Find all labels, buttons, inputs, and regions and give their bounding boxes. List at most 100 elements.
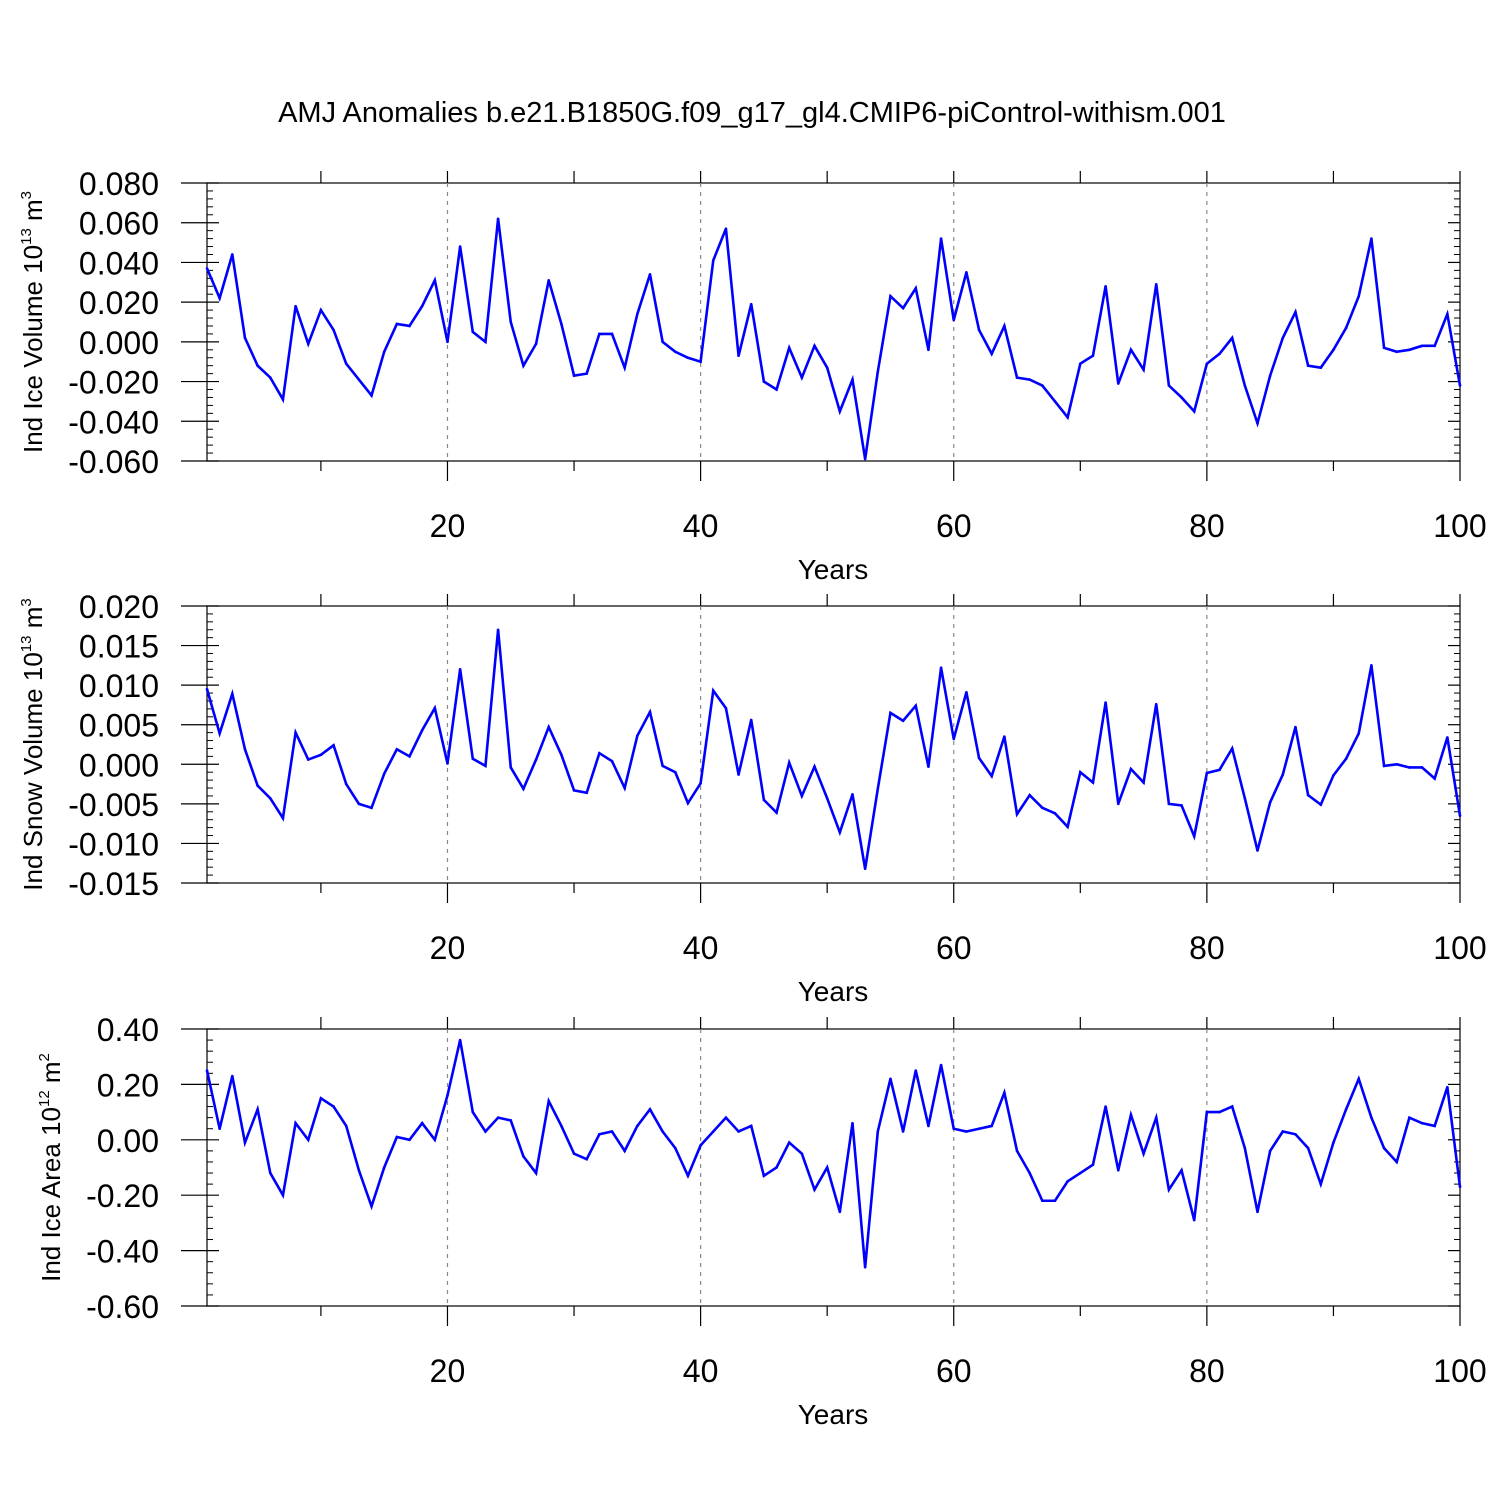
data-point-year-89	[1319, 1182, 1323, 1186]
data-point-year-21	[458, 1038, 462, 1042]
data-point-year-33	[610, 332, 614, 336]
data-point-year-27	[534, 1171, 538, 1175]
data-point-year-76	[1154, 702, 1158, 706]
data-point-year-17	[408, 755, 411, 758]
data-point-year-45	[762, 1174, 766, 1178]
data-point-year-31	[585, 791, 588, 795]
data-point-year-4	[243, 336, 247, 340]
data-point-year-90	[1332, 774, 1335, 777]
y-axis-label: Ind Snow Volume 1013 m3	[18, 598, 48, 890]
data-point-year-60	[952, 737, 956, 741]
data-point-year-55	[889, 1077, 892, 1081]
data-point-year-62	[977, 1127, 981, 1131]
data-point-year-65	[1015, 1149, 1019, 1153]
y-tick-label: -0.020	[68, 365, 159, 401]
data-point-year-77	[1167, 384, 1171, 387]
data-point-year-60	[952, 318, 956, 322]
y-axis-label-exponent: 13	[18, 636, 35, 653]
data-point-year-60	[952, 1127, 956, 1131]
data-point-year-4	[243, 1141, 247, 1144]
data-point-year-15	[382, 350, 386, 354]
data-point-year-17	[408, 324, 411, 328]
x-tick-label: 60	[936, 1353, 972, 1389]
data-point-year-76	[1154, 1116, 1158, 1119]
data-point-year-3	[231, 692, 234, 696]
data-point-year-14	[370, 1204, 373, 1208]
data-point-year-30	[572, 374, 576, 377]
data-point-year-21	[458, 245, 462, 248]
data-point-year-95	[1395, 762, 1399, 766]
data-point-year-46	[775, 388, 778, 391]
y-axis-label: Ind Ice Area 1012 m2	[36, 1053, 66, 1282]
data-point-year-57	[914, 286, 918, 290]
data-point-year-58	[927, 348, 930, 352]
data-point-year-83	[1243, 384, 1247, 387]
data-point-year-82	[1230, 336, 1234, 340]
data-point-year-61	[965, 1130, 968, 1133]
data-point-year-18	[420, 1121, 424, 1125]
data-point-year-71	[1091, 1163, 1095, 1167]
data-point-year-31	[585, 1157, 588, 1161]
data-point-year-8	[294, 304, 297, 308]
plot-frame	[206, 182, 1461, 462]
data-point-year-75	[1142, 1152, 1145, 1155]
data-point-year-64	[1003, 324, 1006, 328]
data-point-year-98	[1433, 344, 1436, 348]
data-point-year-100	[1458, 814, 1462, 818]
data-point-year-52	[851, 378, 854, 381]
data-point-year-8	[294, 731, 297, 734]
data-point-year-78	[1180, 396, 1183, 399]
data-point-year-54	[876, 787, 880, 791]
data-point-year-48	[800, 794, 804, 798]
x-gridlines	[446, 183, 1208, 461]
data-point-year-5	[256, 364, 259, 367]
data-point-year-93	[1370, 237, 1373, 240]
data-point-year-84	[1256, 849, 1259, 852]
data-point-year-84	[1256, 1210, 1259, 1214]
data-point-year-93	[1370, 1116, 1373, 1119]
y-tick-label: -0.005	[68, 787, 159, 823]
y-tick-label: 0.010	[79, 668, 159, 704]
data-point-year-3	[231, 253, 234, 256]
data-point-year-41	[711, 689, 715, 692]
data-point-year-36	[648, 273, 652, 276]
data-point-year-55	[889, 294, 892, 298]
data-point-year-98	[1433, 777, 1436, 780]
data-point-year-64	[1003, 1091, 1006, 1095]
x-tick-label: 20	[430, 1353, 466, 1389]
data-point-year-6	[268, 376, 272, 379]
data-point-year-46	[775, 811, 778, 814]
data-point-year-71	[1091, 354, 1095, 358]
data-point-year-92	[1357, 1077, 1361, 1081]
x-tick-labels: 20 40 60 80 100	[430, 930, 1487, 966]
data-points	[205, 217, 1462, 461]
data-point-year-7	[281, 398, 285, 401]
data-point-year-12	[344, 1124, 348, 1128]
data-point-year-61	[965, 271, 968, 274]
data-point-year-35	[636, 1124, 639, 1128]
data-point-year-49	[813, 1188, 816, 1191]
data-point-year-81	[1218, 768, 1221, 772]
data-point-year-77	[1167, 1188, 1171, 1191]
data-point-year-99	[1446, 736, 1449, 739]
data-point-year-10	[319, 1096, 323, 1100]
data-point-year-78	[1180, 1168, 1183, 1172]
data-point-year-29	[560, 753, 563, 757]
data-point-year-24	[496, 628, 500, 632]
data-point-year-79	[1192, 1218, 1196, 1222]
data-point-year-68	[1053, 400, 1057, 403]
x-tick-label: 100	[1433, 930, 1486, 966]
data-point-year-40	[699, 360, 702, 364]
data-point-year-59	[939, 666, 943, 670]
data-point-year-42	[724, 1116, 728, 1119]
data-point-year-85	[1268, 800, 1272, 804]
data-point-year-21	[458, 668, 462, 671]
data-point-year-51	[838, 410, 842, 413]
x-tick-label: 60	[936, 930, 972, 966]
y-axis-label-exponent: 12	[36, 1090, 53, 1107]
data-point-year-8	[294, 1121, 297, 1125]
data-point-year-65	[1015, 376, 1019, 379]
data-point-year-83	[1243, 1146, 1247, 1150]
